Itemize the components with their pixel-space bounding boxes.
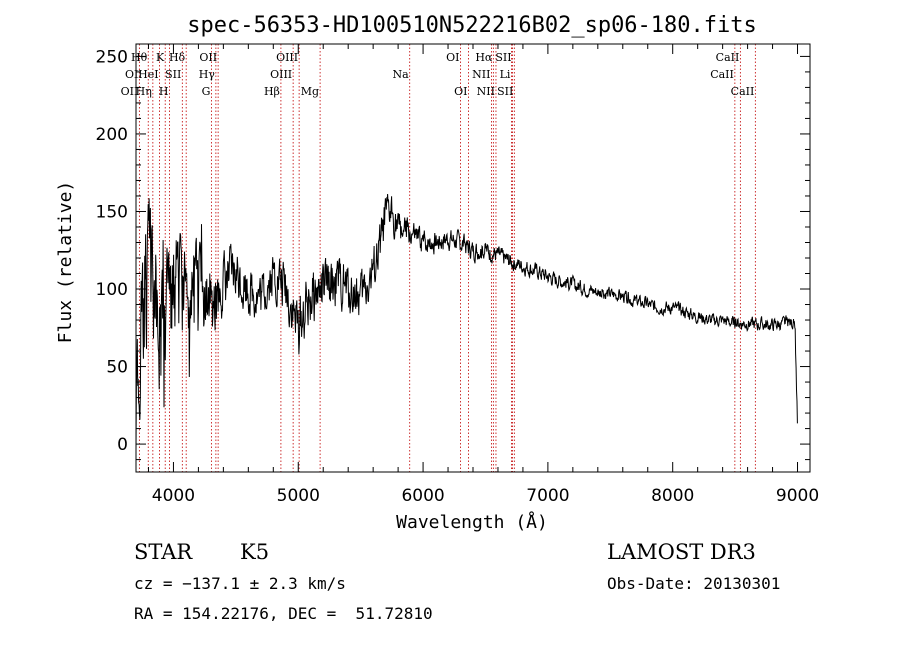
emission-line-label: OII bbox=[199, 51, 217, 64]
emission-line-label: SII bbox=[497, 85, 513, 98]
y-axis-ticks: 0 50 100 150 200 250 bbox=[96, 47, 810, 461]
emission-line-label: Hβ bbox=[264, 85, 280, 98]
emission-line-label: Hη bbox=[136, 85, 152, 98]
emission-line-label: SII bbox=[165, 68, 181, 81]
emission-line-label: H bbox=[159, 85, 169, 98]
y-tick-label: 100 bbox=[96, 280, 128, 300]
emission-line-label: NII bbox=[477, 85, 495, 98]
emission-line-label: OI bbox=[454, 85, 467, 98]
object-subclass: K5 bbox=[240, 540, 270, 564]
emission-line-label: OI bbox=[125, 68, 138, 81]
x-axis-label: Wavelength (Å) bbox=[396, 511, 548, 533]
x-tick-label: 9000 bbox=[776, 486, 819, 506]
emission-line-label: SII bbox=[495, 51, 511, 64]
emission-line-label: Mg bbox=[301, 85, 319, 98]
y-tick-label: 250 bbox=[96, 47, 128, 67]
y-tick-label: 150 bbox=[96, 202, 128, 222]
emission-line-label: K bbox=[156, 51, 165, 64]
redshift-cz: cz = −137.1 ± 2.3 km/s bbox=[134, 574, 346, 593]
emission-line-label: Li bbox=[500, 68, 511, 81]
emission-line-label: OI bbox=[446, 51, 459, 64]
emission-line-label: G bbox=[202, 85, 211, 98]
x-tick-label: 4000 bbox=[152, 486, 195, 506]
emission-line-label: Hγ bbox=[199, 68, 216, 81]
emission-line-label: Hθ bbox=[131, 51, 148, 64]
x-tick-label: 8000 bbox=[651, 486, 694, 506]
emission-line-label: NII bbox=[472, 68, 490, 81]
y-tick-label: 0 bbox=[117, 435, 128, 455]
x-axis-ticks: 4000 5000 6000 7000 8000 9000 bbox=[147, 44, 819, 506]
spectrum-line bbox=[135, 193, 798, 452]
emission-line-label: CaII bbox=[716, 51, 740, 64]
emission-line-label: CaII bbox=[731, 85, 755, 98]
emission-line-label: HeI bbox=[138, 68, 158, 81]
emission-line-label: OIII bbox=[270, 68, 292, 81]
ra-dec-coordinates: RA = 154.22176, DEC = 51.72810 bbox=[134, 604, 433, 623]
emission-line-label: OIII bbox=[276, 51, 298, 64]
object-class: STAR bbox=[134, 540, 193, 564]
x-tick-label: 7000 bbox=[526, 486, 569, 506]
x-tick-label: 5000 bbox=[277, 486, 320, 506]
emission-line-label: Hα bbox=[475, 51, 493, 64]
y-axis-label: Flux (relative) bbox=[55, 181, 76, 344]
x-tick-label: 6000 bbox=[401, 486, 444, 506]
emission-line-label: Na bbox=[393, 68, 410, 81]
emission-line-label: OII bbox=[121, 85, 139, 98]
y-tick-label: 50 bbox=[106, 358, 128, 378]
y-tick-label: 200 bbox=[96, 125, 128, 145]
emission-line-label: CaII bbox=[710, 68, 734, 81]
emission-line-label: Hδ bbox=[169, 51, 186, 64]
observation-date: Obs-Date: 20130301 bbox=[607, 574, 781, 593]
emission-line-markers bbox=[138, 44, 756, 472]
chart-title: spec-56353-HD100510N522216B02_sp06-180.f… bbox=[187, 13, 757, 38]
survey-name: LAMOST DR3 bbox=[607, 540, 756, 564]
